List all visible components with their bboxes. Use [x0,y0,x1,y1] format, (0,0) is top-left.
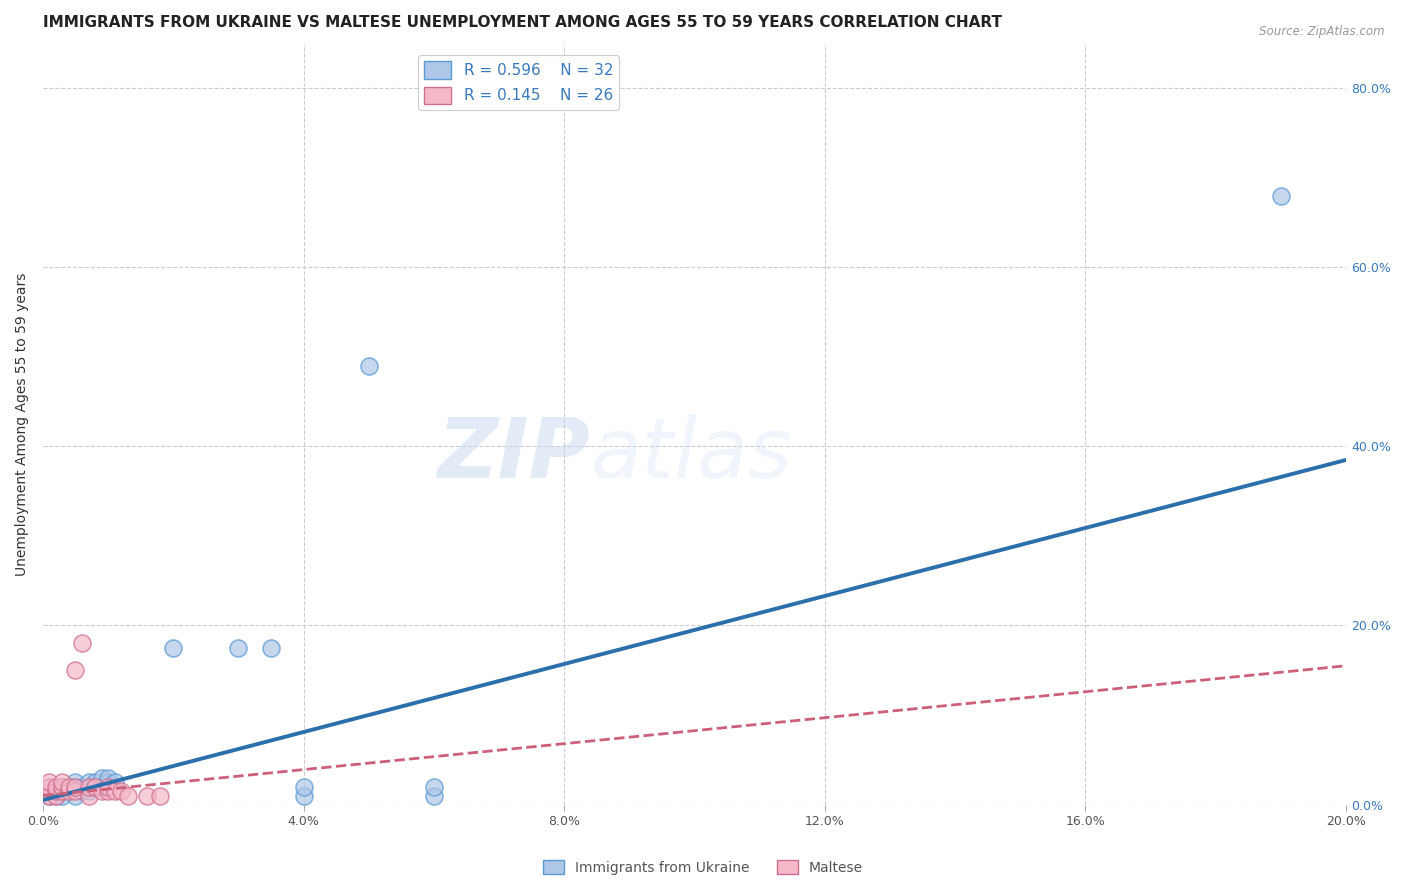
Point [97,784,120,798]
Point [1270,189,1292,203]
Point [70,784,93,798]
Text: atlas: atlas [591,414,792,495]
Point [292,780,315,794]
Point [51,784,73,798]
Point [103,775,125,789]
Point [65,780,87,794]
Legend: R = 0.596    N = 32, R = 0.145    N = 26: R = 0.596 N = 32, R = 0.145 N = 26 [418,55,619,111]
Point [45,784,67,798]
Point [51,780,73,794]
Point [90,771,112,785]
Point [45,789,67,803]
Point [51,784,73,798]
Point [423,789,446,803]
Point [58,780,80,794]
Point [77,789,100,803]
Point [84,780,107,794]
Point [58,784,80,798]
Point [70,780,93,794]
Point [58,784,80,798]
Point [58,780,80,794]
Point [260,640,283,655]
Point [84,780,107,794]
Point [51,789,73,803]
Point [70,636,93,650]
Point [90,784,112,798]
Y-axis label: Unemployment Among Ages 55 to 59 years: Unemployment Among Ages 55 to 59 years [15,272,30,575]
Point [45,789,67,803]
Point [77,784,100,798]
Text: Source: ZipAtlas.com: Source: ZipAtlas.com [1260,25,1385,38]
Point [51,775,73,789]
Text: IMMIGRANTS FROM UKRAINE VS MALTESE UNEMPLOYMENT AMONG AGES 55 TO 59 YEARS CORREL: IMMIGRANTS FROM UKRAINE VS MALTESE UNEMP… [44,15,1002,30]
Point [103,784,125,798]
Point [77,780,100,794]
Point [65,789,87,803]
Point [110,784,132,798]
Point [38,789,60,803]
Point [65,784,87,798]
Point [423,780,446,794]
Legend: Immigrants from Ukraine, Maltese: Immigrants from Ukraine, Maltese [537,855,869,880]
Text: ZIP: ZIP [437,414,591,495]
Point [90,780,112,794]
Point [357,359,380,373]
Point [136,789,159,803]
Point [51,780,73,794]
Point [38,789,60,803]
Point [97,771,120,785]
Point [45,784,67,798]
Point [292,789,315,803]
Point [65,663,87,677]
Point [38,780,60,794]
Point [65,775,87,789]
Point [84,775,107,789]
Point [97,775,120,789]
Point [97,780,120,794]
Point [228,640,250,655]
Point [38,775,60,789]
Point [65,780,87,794]
Point [38,780,60,794]
Point [162,640,184,655]
Point [45,780,67,794]
Point [149,789,172,803]
Point [117,789,139,803]
Point [77,775,100,789]
